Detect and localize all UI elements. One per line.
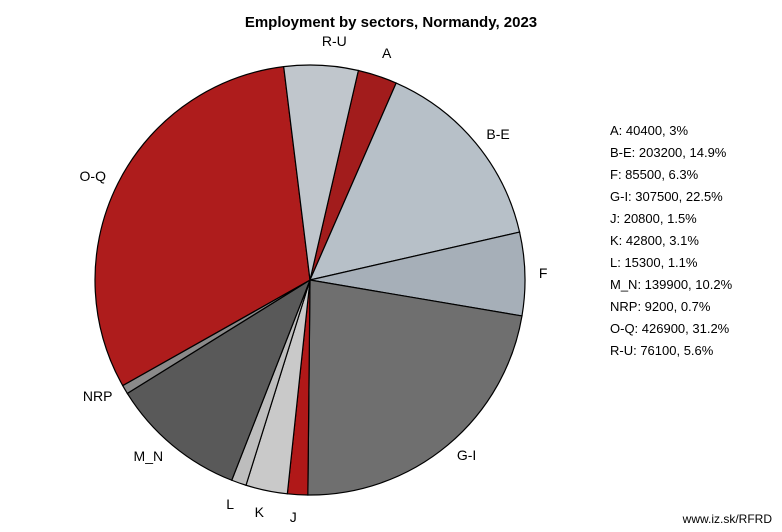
chart-title: Employment by sectors, Normandy, 2023 [0,14,782,31]
pie-label-f: F [539,265,548,281]
legend-item: B-E: 203200, 14.9% [610,142,732,164]
pie-chart [80,45,540,505]
legend-item: A: 40400, 3% [610,120,732,142]
pie-label-g-i: G-I [457,447,476,463]
pie-label-b-e: B-E [486,126,509,142]
legend-item: NRP: 9200, 0.7% [610,296,732,318]
pie-label-l: L [226,496,234,512]
legend-item: K: 42800, 3.1% [610,230,732,252]
legend-item: G-I: 307500, 22.5% [610,186,732,208]
legend-item: O-Q: 426900, 31.2% [610,318,732,340]
pie-slice-g-i [308,280,522,495]
legend-item: M_N: 139900, 10.2% [610,274,732,296]
legend: A: 40400, 3%B-E: 203200, 14.9%F: 85500, … [610,120,732,362]
pie-label-k: K [255,504,264,520]
legend-item: L: 15300, 1.1% [610,252,732,274]
legend-item: R-U: 76100, 5.6% [610,340,732,362]
legend-item: J: 20800, 1.5% [610,208,732,230]
pie-label-m-n: M_N [134,448,164,464]
pie-label-a: A [382,45,391,61]
pie-label-r-u: R-U [322,33,347,49]
pie-label-o-q: O-Q [80,168,106,184]
source-url: www.iz.sk/RFRD [683,512,772,526]
pie-label-j: J [290,509,297,525]
legend-item: F: 85500, 6.3% [610,164,732,186]
pie-label-nrp: NRP [83,388,113,404]
